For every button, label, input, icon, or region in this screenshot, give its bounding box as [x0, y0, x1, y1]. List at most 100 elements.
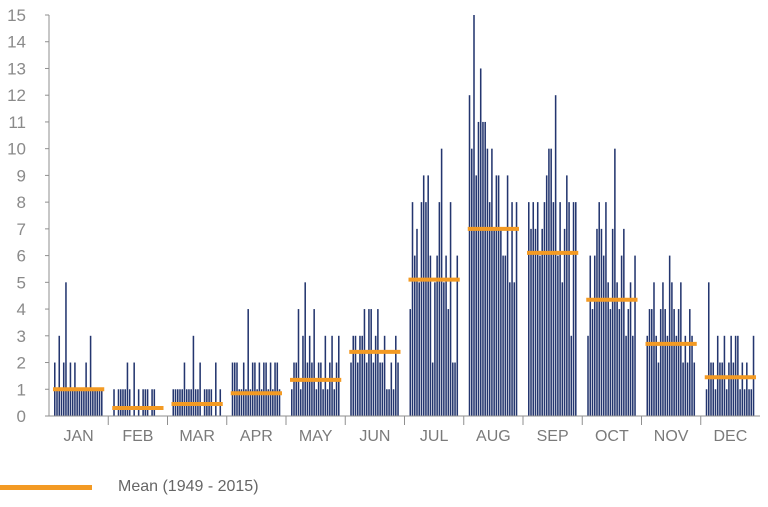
- bar-may-18: [329, 362, 331, 416]
- bar-jan-3: [58, 335, 61, 416]
- bar-may-10: [311, 362, 313, 416]
- bar-apr-4: [238, 389, 241, 416]
- x-tick-label-apr: APR: [240, 428, 273, 445]
- bar-jan-12: [78, 389, 81, 416]
- y-tick-label-12: 12: [7, 86, 26, 105]
- bar-aug-6: [479, 68, 482, 416]
- bar-may-22: [338, 335, 340, 416]
- bar-feb-4: [119, 389, 122, 416]
- bar-jun-6: [361, 335, 363, 416]
- bar-may-20: [333, 389, 336, 416]
- bar-dec-19: [746, 362, 748, 416]
- bar-apr-3: [236, 362, 238, 416]
- bar-nov-14: [675, 335, 678, 416]
- bar-aug-15: [500, 228, 502, 416]
- bar-nov-6: [657, 362, 660, 416]
- bar-nov-21: [691, 335, 693, 416]
- bar-dec-2: [707, 282, 710, 416]
- bar-sep-9: [545, 175, 548, 416]
- bar-apr-13: [258, 362, 261, 416]
- bar-nov-2: [648, 309, 651, 416]
- bar-jun-3: [354, 335, 357, 416]
- bar-jun-10: [370, 309, 372, 416]
- bar-jun-8: [365, 362, 368, 416]
- bar-may-11: [313, 309, 315, 416]
- bar-oct-7: [600, 228, 603, 416]
- bar-jan-4: [60, 389, 63, 416]
- bar-dec-10: [725, 389, 728, 416]
- bar-jan-22: [101, 389, 103, 416]
- bar-nov-13: [673, 309, 675, 416]
- bar-apr-16: [265, 362, 267, 416]
- bar-may-2: [293, 362, 295, 416]
- bar-jul-17: [445, 255, 447, 416]
- bar-sep-15: [559, 202, 561, 416]
- bar-sep-12: [552, 202, 555, 416]
- x-tick-label-sep: SEP: [537, 428, 569, 445]
- bar-aug-13: [495, 175, 498, 416]
- bar-jul-18: [447, 309, 450, 416]
- bar-feb-3: [117, 389, 120, 416]
- bar-jan-11: [76, 389, 78, 416]
- bar-jan-16: [87, 389, 90, 416]
- y-tick-label-8: 8: [17, 193, 26, 212]
- bar-oct-15: [618, 309, 621, 416]
- bar-jul-14: [438, 202, 441, 416]
- bar-dec-3: [710, 362, 712, 416]
- bar-dec-17: [741, 362, 744, 416]
- bar-jun-21: [395, 335, 397, 416]
- x-axis-labels: JAN FEB MAR APR MAY JUN JUL AUG SEP OCT NOV DEC: [64, 428, 748, 445]
- bar-jan-7: [67, 389, 69, 416]
- mean-line-legend-swatch: [0, 484, 92, 490]
- bar-jan-6: [65, 282, 67, 416]
- bar-jun-15: [381, 362, 384, 416]
- bar-feb-19: [153, 389, 156, 416]
- bar-apr-15: [263, 362, 265, 416]
- bar-sep-3: [532, 202, 535, 416]
- bar-sep-2: [530, 228, 532, 416]
- x-tick-label-aug: AUG: [476, 428, 511, 445]
- bar-jan-17: [89, 335, 92, 416]
- bar-jan-2: [56, 389, 58, 416]
- bar-aug-2: [470, 148, 473, 417]
- bar-oct-18: [625, 335, 627, 416]
- bar-oct-14: [616, 282, 618, 416]
- bar-dec-4: [712, 362, 715, 416]
- bar-aug-11: [491, 148, 493, 417]
- bar-may-13: [317, 362, 320, 416]
- bar-oct-6: [598, 202, 600, 416]
- bar-sep-16: [561, 282, 564, 416]
- bar-feb-1: [113, 389, 115, 416]
- legend-label-mean: Mean (1949 - 2015): [118, 478, 259, 495]
- bar-aug-1: [468, 95, 471, 416]
- x-tick-label-may: MAY: [299, 428, 333, 445]
- bar-oct-11: [609, 309, 612, 416]
- bar-nov-20: [689, 309, 691, 416]
- bar-jun-2: [352, 335, 355, 416]
- bar-sep-22: [575, 202, 577, 416]
- bar-sep-10: [548, 148, 550, 417]
- legend: Mean (1949 - 2015): [0, 472, 259, 502]
- bar-jun-22: [397, 362, 399, 416]
- bar-jul-5: [418, 282, 420, 416]
- y-tick-label-7: 7: [17, 220, 26, 239]
- bar-jun-13: [377, 309, 379, 416]
- x-tick-label-mar: MAR: [179, 428, 215, 445]
- bar-jul-8: [425, 202, 427, 416]
- bar-nov-19: [686, 362, 689, 416]
- bar-apr-18: [269, 362, 272, 416]
- bar-aug-14: [497, 175, 500, 416]
- bar-mar-10: [192, 335, 195, 416]
- bar-jan-20: [96, 389, 99, 416]
- bar-sep-20: [570, 335, 573, 416]
- bar-sep-6: [539, 255, 541, 416]
- mean-lines-layer: [53, 226, 756, 410]
- bar-sep-4: [534, 228, 537, 416]
- bar-aug-22: [515, 202, 518, 416]
- bar-aug-17: [504, 255, 507, 416]
- bar-oct-9: [605, 202, 607, 416]
- bar-jun-11: [372, 362, 375, 416]
- bar-dec-16: [739, 389, 741, 416]
- bar-may-3: [295, 362, 298, 416]
